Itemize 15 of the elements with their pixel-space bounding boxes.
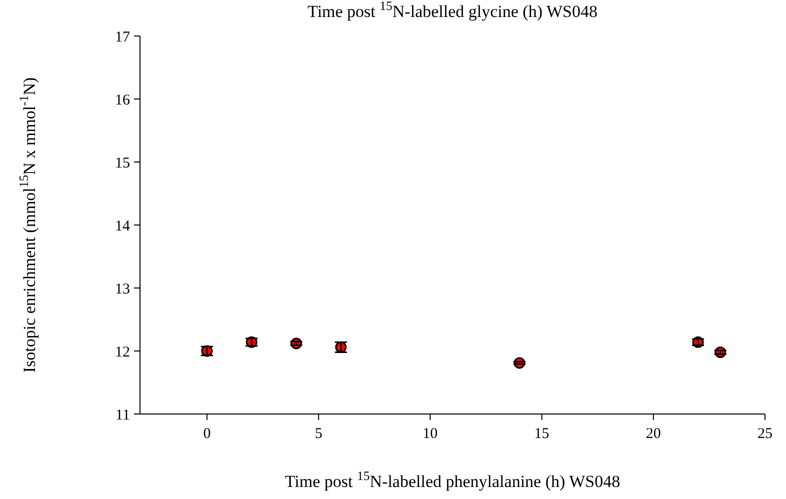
y-tick-label: 16	[115, 92, 130, 108]
x-tick-label: 10	[422, 426, 438, 442]
x-tick-label: 20	[646, 426, 661, 442]
chart-title: Time post $^{15}$N-labelled glycine (h) WS048	[308, 0, 598, 21]
x-tick-label: 5	[314, 426, 322, 442]
x-axis-title: Time post $^{15}$N-labelled phenylalanine (h) WS048	[284, 469, 620, 491]
y-tick-label: 17	[115, 29, 130, 46]
x-tick-label: 25	[758, 426, 772, 442]
y-tick-label: 14	[115, 218, 130, 234]
y-tick-label: 12	[115, 344, 130, 360]
y-tick-label: 15	[115, 155, 130, 172]
x-tick-label: 0	[203, 426, 211, 442]
y-tick-label: 11	[116, 407, 130, 424]
y-tick-label: 13	[115, 281, 130, 298]
x-tick-label: 15	[534, 426, 550, 442]
